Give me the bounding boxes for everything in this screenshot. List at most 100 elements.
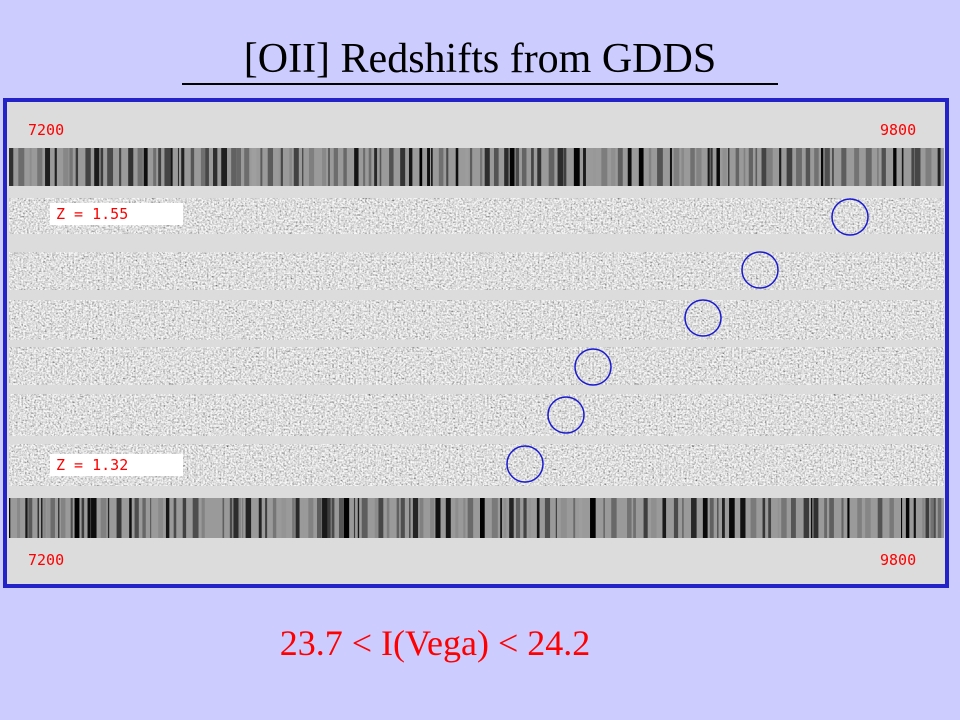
- sky-line: [696, 148, 702, 186]
- sky-line: [322, 498, 328, 538]
- sky-line: [343, 498, 350, 538]
- sky-line: [710, 148, 713, 186]
- sky-line: [722, 148, 727, 186]
- sky-line: [854, 148, 860, 186]
- sky-line: [881, 148, 886, 186]
- sky-line: [735, 148, 740, 186]
- sky-line: [419, 148, 423, 186]
- sky-line: [236, 148, 242, 186]
- sky-line: [709, 498, 714, 538]
- sky-line: [590, 498, 596, 538]
- sky-line: [54, 148, 57, 186]
- sky-line: [60, 498, 66, 538]
- sky-line: [781, 498, 787, 538]
- sky-line: [258, 498, 262, 538]
- sky-line: [479, 148, 483, 186]
- sky-line: [165, 498, 170, 538]
- sky-line: [673, 148, 680, 186]
- sky-lines: [9, 148, 944, 538]
- sky-line: [75, 148, 79, 186]
- sky-line: [740, 498, 746, 538]
- sky-line: [913, 498, 916, 538]
- sky-line: [743, 148, 746, 186]
- sky-line: [877, 148, 879, 186]
- sky-line: [209, 498, 215, 538]
- sky-line: [205, 148, 209, 186]
- emission-circle: [684, 299, 722, 337]
- wavelength-label: 7200: [28, 121, 64, 139]
- sky-line: [829, 498, 834, 538]
- spectrum-strip: [9, 347, 944, 385]
- slide-title: [OII] Redshifts from GDDS: [244, 36, 716, 82]
- sky-line: [563, 148, 567, 186]
- sky-line: [327, 498, 331, 538]
- emission-circle: [574, 348, 612, 386]
- sky-line: [192, 498, 199, 538]
- sky-line: [702, 498, 708, 538]
- sky-line: [128, 148, 134, 186]
- sky-line: [500, 498, 503, 538]
- sky-line: [251, 148, 257, 186]
- sky-line: [69, 148, 73, 186]
- sky-line: [515, 148, 520, 186]
- sky-line: [181, 148, 185, 186]
- sky-line: [245, 498, 252, 538]
- sky-line: [841, 498, 844, 538]
- sky-line: [190, 148, 195, 186]
- sky-line: [430, 498, 435, 538]
- sky-band: [9, 148, 944, 186]
- sky-line: [537, 148, 542, 186]
- sky-line: [317, 498, 322, 538]
- sky-line: [722, 498, 725, 538]
- sky-line: [63, 148, 69, 186]
- emission-circle: [547, 396, 585, 434]
- sky-line: [786, 148, 793, 186]
- sky-line: [521, 148, 527, 186]
- sky-line: [213, 148, 218, 186]
- sky-line: [354, 148, 359, 186]
- emission-circle: [741, 251, 779, 289]
- sky-line: [357, 498, 360, 538]
- sky-line: [322, 148, 327, 186]
- sky-line: [137, 148, 143, 186]
- sky-line: [295, 498, 300, 538]
- sky-line: [611, 148, 616, 186]
- sky-line: [308, 148, 315, 186]
- sky-line: [94, 148, 100, 186]
- sky-line: [119, 148, 122, 186]
- sky-line: [386, 498, 390, 538]
- sky-line: [611, 498, 617, 538]
- sky-line: [573, 498, 576, 538]
- sky-line: [648, 148, 652, 186]
- sky-line: [455, 498, 459, 538]
- sky-line: [465, 148, 469, 186]
- sky-line: [766, 148, 773, 186]
- sky-line: [302, 148, 304, 186]
- sky-line: [239, 498, 241, 538]
- sky-line: [493, 148, 499, 186]
- sky-line: [755, 148, 758, 186]
- sky-line: [889, 498, 894, 538]
- sky-line: [242, 498, 244, 538]
- sky-line: [914, 148, 921, 186]
- sky-line: [548, 148, 555, 186]
- sky-line: [43, 498, 46, 538]
- sky-line: [619, 498, 622, 538]
- sky-line: [761, 148, 767, 186]
- sky-line: [824, 498, 828, 538]
- sky-line: [463, 498, 466, 538]
- sky-line: [37, 498, 39, 538]
- sky-line: [408, 148, 413, 186]
- sky-line: [338, 498, 344, 538]
- sky-line: [544, 498, 551, 538]
- sky-line: [164, 148, 171, 186]
- sky-line: [925, 498, 930, 538]
- sky-line: [638, 148, 644, 186]
- sky-line: [901, 148, 904, 186]
- sky-line: [308, 498, 314, 538]
- sky-line: [673, 498, 679, 538]
- spectrum-strip: [9, 252, 944, 290]
- sky-line: [791, 498, 796, 538]
- sky-line: [292, 498, 295, 538]
